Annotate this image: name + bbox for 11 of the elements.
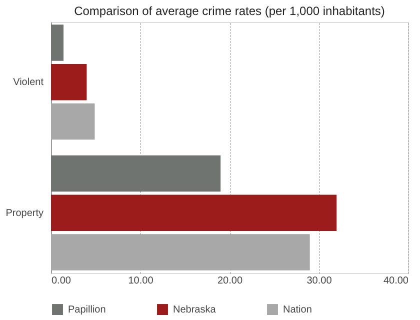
chart-title: Comparison of average crime rates (per 1,000 inhabitants) [74, 4, 385, 18]
x-tick-label: 0.00 [52, 276, 72, 286]
x-tick-label: 30.00 [306, 276, 332, 286]
legend-label: Papillion [68, 304, 106, 316]
x-tick-label: 10.00 [128, 276, 154, 286]
legend-label: Nebraska [173, 304, 216, 316]
legend-label: Nation [283, 304, 312, 316]
y-tick-label: Property [6, 208, 44, 219]
x-tick-label: 20.00 [217, 276, 243, 286]
y-tick-label: Violent [13, 77, 44, 88]
x-tick-label: 40.00 [383, 276, 409, 286]
